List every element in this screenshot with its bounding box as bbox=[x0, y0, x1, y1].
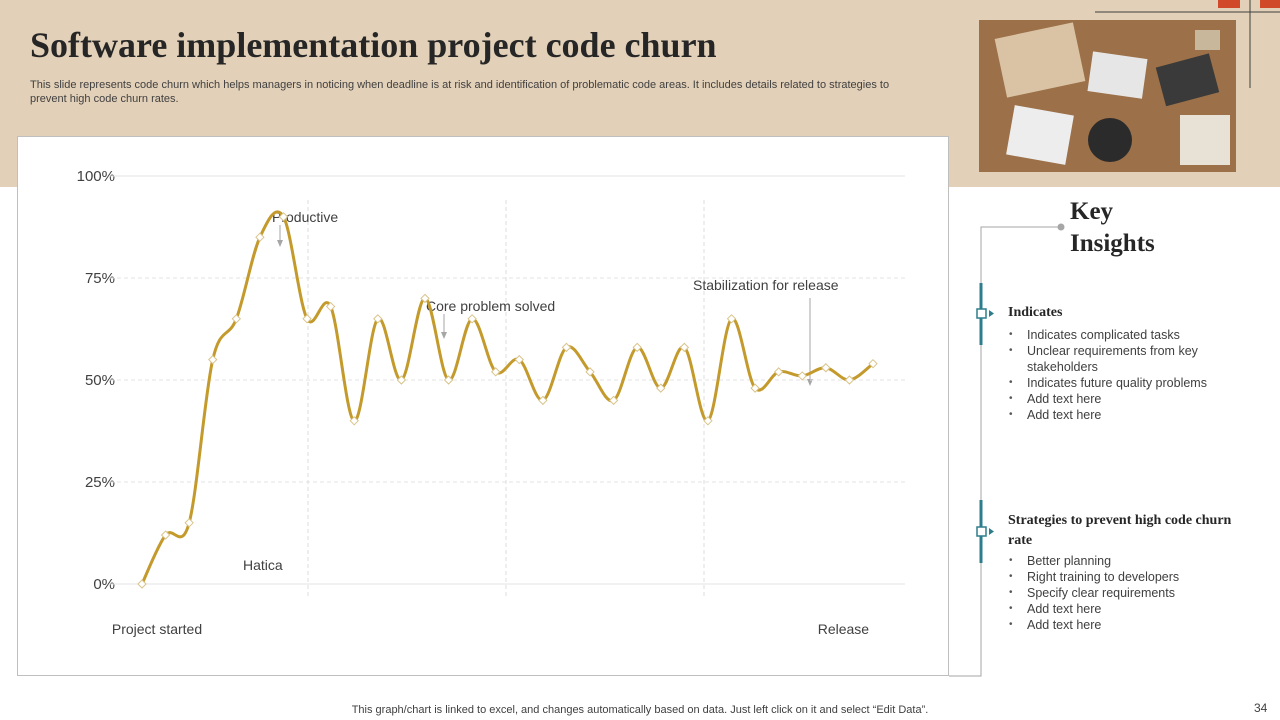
data-point bbox=[231, 314, 242, 324]
section-marker bbox=[976, 283, 994, 345]
annotation: Core problem solved bbox=[426, 298, 555, 314]
data-point bbox=[302, 314, 312, 324]
data-point bbox=[773, 367, 784, 377]
photo bbox=[979, 20, 1236, 172]
accent bbox=[1260, 0, 1280, 8]
y-tick-label: 100% bbox=[77, 168, 115, 185]
data-point bbox=[278, 212, 289, 222]
data-point bbox=[679, 342, 690, 353]
data-point bbox=[255, 232, 265, 242]
page-number: 34 bbox=[1254, 701, 1268, 715]
bullet-list: Indicates complicated tasksUnclear requi… bbox=[1008, 327, 1257, 423]
data-point bbox=[608, 395, 619, 406]
data-point bbox=[396, 375, 407, 385]
bullet-item: Specify clear requirements bbox=[1009, 585, 1257, 601]
insights-title: Key Insights bbox=[1070, 198, 1155, 257]
annotation-arrows bbox=[277, 225, 813, 386]
data-point bbox=[491, 367, 501, 377]
bullet-item: Add text here bbox=[1009, 391, 1257, 407]
data-point bbox=[821, 363, 831, 373]
data-point bbox=[561, 342, 572, 353]
y-tick-label: 25% bbox=[85, 474, 115, 491]
annotation: Stabilization for release bbox=[693, 277, 839, 293]
chart-panel bbox=[17, 136, 949, 676]
y-tick-label: 0% bbox=[93, 576, 115, 593]
y-tick-label: 75% bbox=[85, 270, 115, 287]
connector bbox=[949, 226, 1060, 677]
x-tick-label: Project started bbox=[112, 621, 202, 637]
data-point bbox=[467, 314, 477, 324]
footer-note: This graph/chart is linked to excel, and… bbox=[351, 704, 929, 716]
bullet-item: Add text here bbox=[1009, 407, 1257, 423]
bullet-list: Better planningRight training to develop… bbox=[1008, 553, 1257, 633]
bullet-item: Add text here bbox=[1009, 601, 1257, 617]
annotation: Productive bbox=[272, 209, 338, 225]
bullet-item: Indicates future quality problems bbox=[1009, 375, 1257, 391]
data-point bbox=[137, 579, 147, 589]
bullet-item: Indicates complicated tasks bbox=[1009, 327, 1257, 343]
annotation: Hatica bbox=[243, 557, 283, 573]
data-point bbox=[514, 354, 524, 365]
data-point bbox=[420, 293, 430, 304]
data-point bbox=[703, 416, 713, 426]
y-tick-label: 50% bbox=[85, 372, 115, 389]
accent bbox=[1218, 0, 1240, 8]
connector-dot bbox=[1057, 223, 1065, 231]
bullet-item: Better planning bbox=[1009, 553, 1257, 569]
data-point bbox=[160, 530, 171, 540]
data-point bbox=[726, 314, 737, 324]
data-point bbox=[349, 416, 359, 426]
data-point bbox=[750, 383, 760, 393]
section-heading: Strategies to prevent high code churn ra… bbox=[1008, 513, 1232, 548]
data-point bbox=[538, 395, 548, 406]
data-point bbox=[632, 342, 642, 353]
data-point bbox=[184, 518, 194, 528]
data-point bbox=[868, 358, 878, 369]
data-point bbox=[208, 354, 218, 365]
data-point bbox=[585, 367, 595, 377]
data-point bbox=[325, 301, 336, 312]
data-point bbox=[844, 375, 855, 385]
data-point bbox=[373, 314, 383, 324]
bullet-item: Add text here bbox=[1009, 617, 1257, 633]
x-tick-label: Release bbox=[818, 621, 870, 637]
section-heading: Indicates bbox=[1008, 305, 1063, 320]
bullet-item: Right training to developers bbox=[1009, 569, 1257, 585]
slide-description: This slide represents code churn which h… bbox=[30, 79, 890, 105]
slide-title: Software implementation project code chu… bbox=[30, 25, 717, 65]
data-point bbox=[443, 375, 454, 385]
bullet-item: Unclear requirements from key stakeholde… bbox=[1009, 343, 1257, 375]
section-marker bbox=[976, 500, 994, 563]
data-point bbox=[797, 371, 807, 381]
vertical-guides bbox=[307, 200, 705, 597]
data-point bbox=[656, 383, 666, 393]
